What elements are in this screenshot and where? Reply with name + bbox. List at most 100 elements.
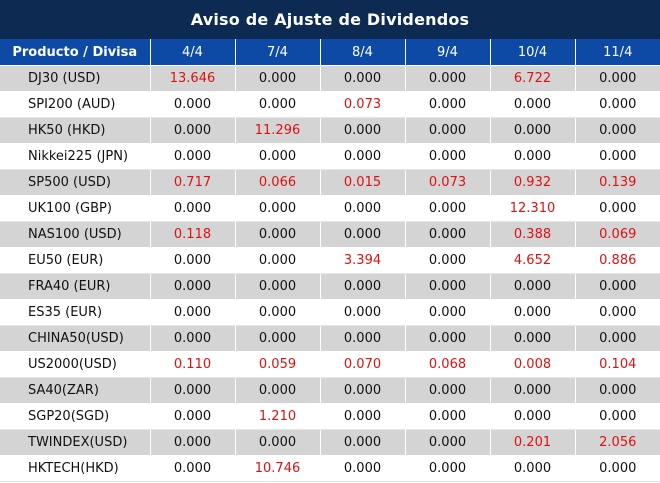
adjustment-value-cell: 0.000 xyxy=(320,377,406,404)
table-row: Nikkei225 (JPN) 0.000 0.000 0.000 0.000 0.000… xyxy=(0,143,660,170)
adjustment-value-cell: 0.000 xyxy=(150,247,236,274)
adjustment-value-cell: 0.000 xyxy=(150,117,236,144)
adjustment-value-cell: 0.000 xyxy=(235,299,321,326)
adjustment-value-cell: 0.000 xyxy=(490,117,576,144)
adjustment-value-cell: 0.118 xyxy=(150,221,236,248)
adjustment-value-cell: 0.000 xyxy=(320,403,406,430)
adjustment-value-cell: 0.000 xyxy=(235,247,321,274)
adjustment-value-cell: 0.110 xyxy=(150,351,236,378)
adjustment-value-cell: 0.000 xyxy=(405,195,491,222)
product-cell: SGP20(SGD) xyxy=(0,403,151,430)
product-cell: Nikkei225 (JPN) xyxy=(0,143,151,170)
adjustment-value-cell: 0.000 xyxy=(235,195,321,222)
table-row: SPI200 (AUD) 0.000 0.000 0.073 0.000 0.000 0.0… xyxy=(0,91,660,118)
adjustment-value-cell: 0.000 xyxy=(150,377,236,404)
adjustment-value-cell: 0.069 xyxy=(575,221,660,248)
column-header-date: 9/4 xyxy=(405,39,491,66)
adjustment-value-cell: 0.388 xyxy=(490,221,576,248)
adjustment-value-cell: 0.000 xyxy=(150,429,236,456)
product-cell: US2000(USD) xyxy=(0,351,151,378)
table-row: HKTECH(HKD) 0.000 10.746 0.000 0.000 0.000 0.0… xyxy=(0,455,660,482)
product-cell: NAS100 (USD) xyxy=(0,221,151,248)
adjustment-value-cell: 1.210 xyxy=(235,403,321,430)
adjustment-value-cell: 0.000 xyxy=(235,91,321,118)
table-row: SA40(ZAR) 0.000 0.000 0.000 0.000 0.000 0.000 xyxy=(0,377,660,404)
table-row: UK100 (GBP) 0.000 0.000 0.000 0.000 12.310 0.0… xyxy=(0,195,660,222)
table-row: HK50 (HKD) 0.000 11.296 0.000 0.000 0.000 0.00… xyxy=(0,117,660,144)
adjustment-value-cell: 0.000 xyxy=(235,65,321,92)
product-cell: DJ30 (USD) xyxy=(0,65,151,92)
table-row: ES35 (EUR) 0.000 0.000 0.000 0.000 0.000 0.000 xyxy=(0,299,660,326)
table-body: DJ30 (USD) 13.646 0.000 0.000 0.000 6.722 0.00… xyxy=(0,65,660,482)
table-row: US2000(USD) 0.110 0.059 0.070 0.068 0.008 0.10… xyxy=(0,351,660,378)
adjustment-value-cell: 0.000 xyxy=(490,325,576,352)
adjustment-value-cell: 0.008 xyxy=(490,351,576,378)
adjustment-value-cell: 0.000 xyxy=(490,273,576,300)
adjustment-value-cell: 0.000 xyxy=(150,195,236,222)
adjustment-value-cell: 0.000 xyxy=(575,377,660,404)
table-row: SP500 (USD) 0.717 0.066 0.015 0.073 0.932 0.13… xyxy=(0,169,660,196)
adjustment-value-cell: 0.201 xyxy=(490,429,576,456)
adjustment-value-cell: 0.139 xyxy=(575,169,660,196)
adjustment-value-cell: 0.000 xyxy=(405,403,491,430)
adjustment-value-cell: 0.000 xyxy=(320,455,406,482)
product-cell: ES35 (EUR) xyxy=(0,299,151,326)
adjustment-value-cell: 0.000 xyxy=(405,247,491,274)
adjustment-value-cell: 0.000 xyxy=(405,91,491,118)
adjustment-value-cell: 0.000 xyxy=(320,143,406,170)
adjustment-value-cell: 0.000 xyxy=(575,117,660,144)
adjustment-value-cell: 12.310 xyxy=(490,195,576,222)
adjustment-value-cell: 13.646 xyxy=(150,65,236,92)
adjustment-value-cell: 0.000 xyxy=(490,143,576,170)
adjustment-value-cell: 0.000 xyxy=(405,377,491,404)
adjustment-value-cell: 0.932 xyxy=(490,169,576,196)
adjustment-value-cell: 0.000 xyxy=(575,91,660,118)
adjustment-value-cell: 0.000 xyxy=(235,429,321,456)
adjustment-value-cell: 0.000 xyxy=(150,143,236,170)
adjustment-value-cell: 0.015 xyxy=(320,169,406,196)
adjustment-value-cell: 0.000 xyxy=(490,455,576,482)
adjustment-value-cell: 0.000 xyxy=(405,143,491,170)
product-cell: FRA40 (EUR) xyxy=(0,273,151,300)
table-row: EU50 (EUR) 0.000 0.000 3.394 0.000 4.652 0.886 xyxy=(0,247,660,274)
product-cell: HKTECH(HKD) xyxy=(0,455,151,482)
adjustment-value-cell: 0.073 xyxy=(320,91,406,118)
adjustment-value-cell: 0.000 xyxy=(575,65,660,92)
adjustment-value-cell: 0.073 xyxy=(405,169,491,196)
adjustment-value-cell: 0.000 xyxy=(320,221,406,248)
adjustment-value-cell: 0.000 xyxy=(235,377,321,404)
adjustment-value-cell: 0.000 xyxy=(320,299,406,326)
column-header-date: 4/4 xyxy=(150,39,236,66)
adjustment-value-cell: 10.746 xyxy=(235,455,321,482)
table-row: TWINDEX(USD) 0.000 0.000 0.000 0.000 0.201 2.0… xyxy=(0,429,660,456)
dividend-table: Producto / Divisa 4/4 7/4 8/4 9/4 10/4 1… xyxy=(0,39,660,482)
adjustment-value-cell: 0.000 xyxy=(150,403,236,430)
adjustment-value-cell: 0.000 xyxy=(405,455,491,482)
adjustment-value-cell: 0.000 xyxy=(320,273,406,300)
adjustment-value-cell: 0.000 xyxy=(235,143,321,170)
product-cell: EU50 (EUR) xyxy=(0,247,151,274)
adjustment-value-cell: 0.068 xyxy=(405,351,491,378)
adjustment-value-cell: 0.000 xyxy=(575,455,660,482)
adjustment-value-cell: 2.056 xyxy=(575,429,660,456)
table-row: NAS100 (USD) 0.118 0.000 0.000 0.000 0.388 0.0… xyxy=(0,221,660,248)
adjustment-value-cell: 0.717 xyxy=(150,169,236,196)
adjustment-value-cell: 0.000 xyxy=(150,91,236,118)
adjustment-value-cell: 0.104 xyxy=(575,351,660,378)
adjustment-value-cell: 0.000 xyxy=(575,273,660,300)
adjustment-value-cell: 0.000 xyxy=(575,299,660,326)
table-row: FRA40 (EUR) 0.000 0.000 0.000 0.000 0.000 0.00… xyxy=(0,273,660,300)
table-row: DJ30 (USD) 13.646 0.000 0.000 0.000 6.722 0.00… xyxy=(0,65,660,92)
column-header-date: 11/4 xyxy=(575,39,660,66)
page-title: Aviso de Ajuste de Dividendos xyxy=(0,0,660,39)
adjustment-value-cell: 0.000 xyxy=(575,195,660,222)
adjustment-value-cell: 0.000 xyxy=(150,299,236,326)
adjustment-value-cell: 0.000 xyxy=(235,273,321,300)
column-header-date: 10/4 xyxy=(490,39,576,66)
adjustment-value-cell: 0.000 xyxy=(320,325,406,352)
adjustment-value-cell: 0.000 xyxy=(320,117,406,144)
adjustment-value-cell: 0.000 xyxy=(405,299,491,326)
column-header-product: Producto / Divisa xyxy=(0,39,151,66)
adjustment-value-cell: 0.000 xyxy=(150,273,236,300)
adjustment-value-cell: 0.000 xyxy=(405,273,491,300)
